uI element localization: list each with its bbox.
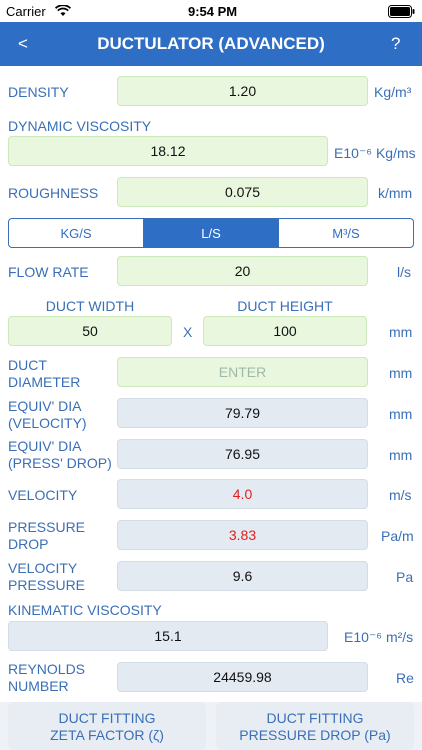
velocity-pressure-value: 9.6 bbox=[117, 561, 368, 591]
roughness-unit: k/mm bbox=[378, 185, 413, 201]
equiv-dia-press-value: 76.95 bbox=[117, 439, 368, 469]
viscosity-label: DYNAMIC VISCOSITY bbox=[8, 118, 152, 134]
duct-height-label: DUCT HEIGHT bbox=[237, 298, 333, 314]
pressure-drop-label-2: DROP bbox=[8, 536, 49, 552]
duct-fitting-section: DUCT FITTING ZETA FACTOR (ζ) DUCT FITTIN… bbox=[0, 702, 422, 750]
equiv-dia-velocity-unit: mm bbox=[389, 406, 413, 422]
velocity-label: VELOCITY bbox=[8, 487, 78, 503]
zeta-factor-panel[interactable]: DUCT FITTING ZETA FACTOR (ζ) bbox=[8, 702, 206, 750]
segment-m3-s[interactable]: M³/S bbox=[278, 219, 413, 247]
battery-icon bbox=[388, 5, 415, 18]
duct-diameter-label-1: DUCT bbox=[8, 357, 47, 373]
density-input[interactable]: 1.20 bbox=[117, 76, 368, 106]
fitting-pressure-drop-panel[interactable]: DUCT FITTING PRESSURE DROP (Pa) bbox=[216, 702, 414, 750]
duct-diameter-label-2: DIAMETER bbox=[8, 374, 81, 390]
kinematic-viscosity-value: 15.1 bbox=[8, 621, 328, 651]
velocity-value: 4.0 bbox=[117, 479, 368, 509]
pressure-drop-label-1: PRESSURE bbox=[8, 519, 86, 535]
roughness-label: ROUGHNESS bbox=[8, 185, 99, 201]
duct-dimension-unit: mm bbox=[389, 324, 413, 340]
flow-unit-toggle: KG/S L/S M³/S bbox=[8, 218, 414, 248]
back-button[interactable]: < bbox=[18, 34, 28, 53]
density-unit: Kg/m³ bbox=[374, 84, 412, 100]
duct-diameter-placeholder: ENTER bbox=[218, 364, 267, 380]
zeta-factor-label-2: ZETA FACTOR (ζ) bbox=[50, 727, 164, 743]
fitting-pressure-drop-label-2: PRESSURE DROP (Pa) bbox=[239, 727, 391, 743]
carrier-label: Carrier bbox=[6, 4, 46, 19]
equiv-dia-velocity-value: 79.79 bbox=[117, 398, 368, 428]
duct-height-input[interactable]: 100 bbox=[203, 316, 367, 346]
velocity-pressure-label-1: VELOCITY bbox=[8, 560, 78, 576]
viscosity-unit: E10⁻⁶ Kg/ms bbox=[334, 145, 416, 161]
equiv-dia-velocity-label-1: EQUIV' DIA bbox=[8, 398, 82, 414]
velocity-pressure-unit: Pa bbox=[396, 569, 414, 585]
equiv-dia-press-unit: mm bbox=[389, 447, 413, 463]
viscosity-input[interactable]: 18.12 bbox=[8, 136, 328, 166]
status-bar: Carrier 9:54 PM bbox=[0, 0, 422, 22]
velocity-number: 4.0 bbox=[232, 486, 253, 502]
nav-bar: < DUCTULATOR (ADVANCED) ? bbox=[0, 22, 422, 66]
kinematic-viscosity-label: KINEMATIC VISCOSITY bbox=[8, 602, 162, 618]
reynolds-label-1: REYNOLDS bbox=[8, 661, 86, 677]
duct-diameter-input[interactable]: ENTER bbox=[117, 357, 368, 387]
dimension-separator: X bbox=[183, 324, 193, 340]
reynolds-number-value: 24459.98 bbox=[117, 662, 368, 692]
clock: 9:54 PM bbox=[188, 4, 238, 19]
duct-width-input[interactable]: 50 bbox=[8, 316, 172, 346]
kinematic-viscosity-unit: E10⁻⁶ m²/s bbox=[344, 629, 414, 645]
duct-width-label: DUCT WIDTH bbox=[45, 298, 135, 314]
segment-kg-s[interactable]: KG/S bbox=[60, 225, 92, 241]
velocity-unit: m/s bbox=[389, 487, 412, 503]
equiv-dia-velocity-label-2: (VELOCITY) bbox=[8, 415, 87, 431]
page-title: DUCTULATOR (ADVANCED) bbox=[97, 34, 325, 53]
zeta-factor-label-1: DUCT FITTING bbox=[58, 710, 156, 726]
help-button[interactable]: ? bbox=[391, 34, 401, 53]
reynolds-label-2: NUMBER bbox=[8, 678, 69, 694]
reynolds-number-unit: Re bbox=[396, 670, 414, 686]
pressure-drop-number: 3.83 bbox=[228, 527, 257, 543]
flow-rate-unit: l/s bbox=[397, 264, 411, 280]
pressure-drop-value: 3.83 bbox=[117, 520, 368, 550]
velocity-pressure-label-2: PRESSURE bbox=[8, 577, 86, 593]
wifi-icon bbox=[55, 5, 71, 16]
segment-l-s[interactable]: L/S bbox=[143, 219, 278, 247]
flow-rate-input[interactable]: 20 bbox=[117, 256, 368, 286]
density-label: DENSITY bbox=[8, 84, 69, 100]
duct-diameter-unit: mm bbox=[389, 365, 413, 381]
equiv-dia-press-label-2: (PRESS' DROP) bbox=[8, 455, 112, 471]
pressure-drop-unit: Pa/m bbox=[381, 528, 414, 544]
flow-rate-label: FLOW RATE bbox=[8, 264, 89, 280]
equiv-dia-press-label-1: EQUIV' DIA bbox=[8, 438, 82, 454]
roughness-input[interactable]: 0.075 bbox=[117, 177, 368, 207]
fitting-pressure-drop-label-1: DUCT FITTING bbox=[266, 710, 364, 726]
